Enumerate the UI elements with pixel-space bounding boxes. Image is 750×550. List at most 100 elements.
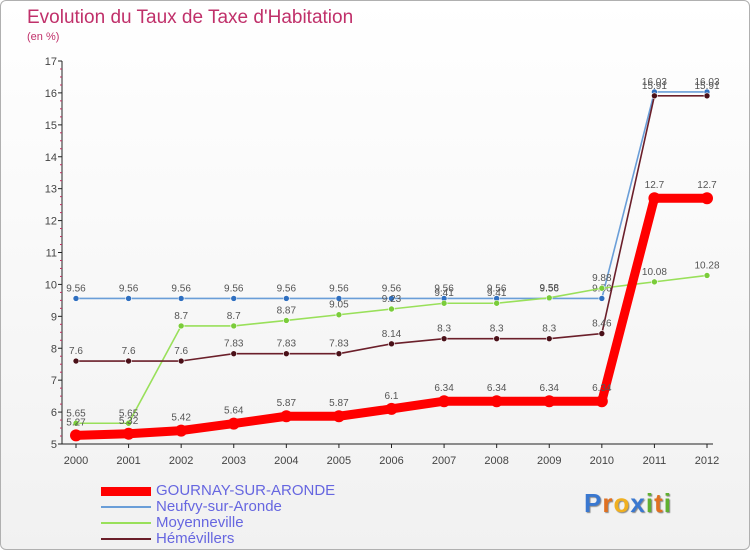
data-label: 9.56: [277, 283, 297, 294]
series-line: [75, 91, 708, 300]
data-point: [703, 92, 711, 100]
data-label: 9.56: [434, 283, 454, 294]
data-label: 5.87: [277, 398, 297, 409]
data-label: 5.32: [119, 416, 139, 427]
data-label: 9.58: [540, 283, 560, 294]
x-tick-label: 2009: [537, 455, 561, 467]
data-point: [701, 192, 713, 205]
data-point: [177, 295, 185, 302]
y-tick-label: 11: [46, 248, 57, 260]
data-label: 5.42: [171, 413, 191, 424]
y-tick-label: 10: [45, 279, 57, 291]
data-point: [385, 402, 398, 415]
data-label: 8.14: [382, 329, 402, 340]
y-tick-label: 12: [45, 216, 57, 228]
data-label: 5.65: [119, 408, 139, 419]
data-point: [335, 311, 343, 319]
data-label: 16.03: [694, 77, 719, 88]
data-label: 7.83: [224, 339, 244, 350]
logo-letter: o: [613, 488, 631, 518]
y-tick-label: 15: [45, 120, 57, 132]
data-label: 6.1: [385, 391, 399, 402]
data-point: [651, 92, 658, 100]
data-label: 9.56: [540, 283, 560, 294]
data-label: 7.6: [122, 346, 136, 357]
y-tick-label: 8: [51, 343, 57, 355]
data-point: [122, 427, 135, 440]
data-label: 9.05: [329, 300, 349, 311]
data-label: 9.56: [487, 283, 507, 294]
proxiti-logo: Proxiti: [584, 488, 672, 519]
x-tick-label: 2011: [643, 455, 667, 467]
data-label: 16.03: [642, 77, 667, 88]
data-point: [545, 294, 553, 302]
y-tick-label: 17: [45, 56, 57, 68]
data-point: [388, 340, 395, 348]
data-label: 7.6: [69, 346, 83, 357]
data-point: [440, 299, 448, 307]
data-point: [545, 335, 553, 342]
data-point: [598, 284, 606, 292]
chart-title: Evolution du Taux de Taxe d'Habitation: [27, 7, 354, 28]
data-point: [230, 295, 238, 302]
data-point: [332, 410, 345, 423]
data-label: 8.3: [437, 324, 451, 335]
y-tick-label: 9: [51, 311, 57, 323]
legend-label-hemevillers: Hémévillers: [156, 530, 235, 547]
data-label: 8.7: [174, 311, 188, 322]
data-label: 9.56: [382, 283, 402, 294]
data-label: 7.83: [329, 339, 349, 350]
data-label: 7.6: [174, 346, 188, 357]
y-tick-label: 13: [45, 184, 57, 196]
data-label: 9.88: [592, 273, 612, 284]
x-tick-label: 2007: [432, 455, 456, 467]
x-tick-label: 2002: [169, 455, 193, 467]
data-point: [283, 295, 290, 302]
legend-label-gournay: GOURNAY-SUR-ARONDE: [156, 482, 336, 499]
data-label: 10.08: [642, 267, 667, 278]
data-point: [388, 295, 395, 302]
data-point: [125, 357, 132, 365]
data-label: 5.27: [66, 417, 86, 428]
legend-swatch-moyenneville: [101, 522, 151, 524]
legend-swatch-gournay: [101, 487, 151, 496]
data-label: 6.34: [540, 383, 560, 394]
data-label: 9.56: [171, 283, 191, 294]
data-point: [280, 410, 293, 423]
data-point: [230, 322, 238, 330]
x-tick-label: 2005: [327, 455, 351, 467]
data-label: 6.34: [434, 383, 454, 394]
data-label: 5.65: [66, 408, 86, 419]
data-label: 5.64: [224, 406, 244, 417]
data-point: [490, 395, 503, 408]
data-point: [543, 395, 556, 408]
data-label: 6.34: [592, 383, 612, 394]
data-label: 15.91: [642, 81, 667, 92]
y-tick-label: 7: [51, 375, 57, 387]
data-point: [438, 395, 451, 408]
data-point: [177, 357, 185, 365]
x-tick-label: 2003: [222, 455, 246, 467]
data-point: [227, 417, 240, 430]
data-label: 9.56: [119, 283, 139, 294]
x-tick-label: 2008: [484, 455, 508, 467]
y-tick-label: 6: [51, 407, 57, 419]
data-point: [598, 330, 606, 337]
data-point: [335, 295, 343, 302]
x-tick-label: 2012: [695, 455, 719, 467]
logo-letter: P: [584, 488, 603, 518]
data-label: 8.3: [542, 324, 556, 335]
data-point: [125, 295, 132, 302]
data-label: 9.41: [487, 288, 507, 299]
logo-letter: x: [630, 488, 646, 518]
data-point: [703, 272, 711, 279]
data-label: 8.7: [227, 311, 241, 322]
data-point: [595, 395, 608, 408]
data-label: 15.91: [694, 81, 719, 92]
data-label: 9.56: [329, 283, 349, 294]
data-label: 7.83: [277, 339, 297, 350]
data-label: 9.23: [382, 294, 402, 305]
data-point: [72, 357, 80, 365]
legend-swatch-neufvy: [101, 506, 151, 508]
